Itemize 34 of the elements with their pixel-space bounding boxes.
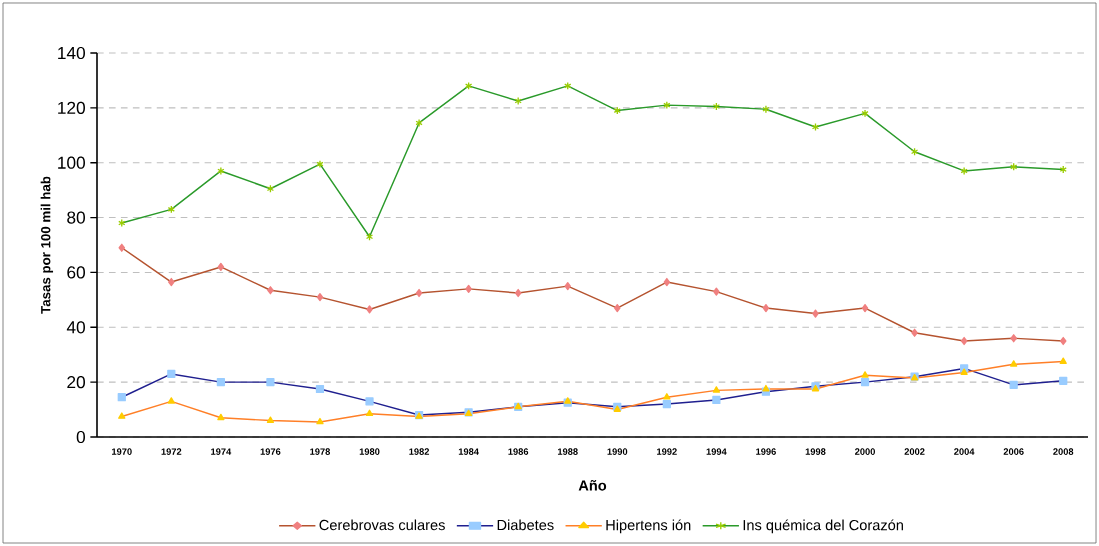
x-tick-label: 1978 [310,448,331,455]
y-axis-title: Tasas por 100 mil hab [40,176,54,314]
y-tick-label: 20 [67,376,85,389]
y-tick-label: 40 [66,321,85,334]
x-tick-label: 1982 [409,448,430,455]
x-tick-label: 1988 [557,448,578,455]
x-tick-label: 1996 [756,448,776,455]
y-tick-label: 140 [58,46,85,60]
x-tick-label: 2006 [1003,448,1024,455]
y-tick-label: 100 [58,156,85,169]
x-tick-label: 2002 [904,448,925,455]
x-tick-label: 1986 [508,448,529,455]
legend-label: Cerebrovas culares [319,519,445,531]
y-tick-label: 0 [76,430,85,444]
legend-label: Hipertens ión [606,519,691,534]
x-tick-label: 1976 [260,448,281,455]
x-tick-label: 1998 [805,448,826,455]
x-axis-title: Año [578,479,607,491]
x-tick-label: 2008 [1053,448,1074,455]
y-tick-label: 60 [67,266,85,279]
x-tick-label: 1980 [359,448,380,455]
x-tick-label: 2004 [954,448,975,455]
x-tick-label: 1992 [657,448,677,455]
y-tick-label: 120 [58,101,85,114]
y-tick-label: 80 [67,211,85,224]
legend-label: Diabetes [497,519,554,531]
x-tick-label: 1970 [112,448,132,455]
x-tick-label: 1974 [211,448,232,455]
x-tick-label: 1984 [458,448,479,455]
x-tick-label: 1990 [607,448,628,455]
legend-label: Ins quémica del Corazón [743,519,903,534]
x-tick-label: 2000 [855,448,875,455]
x-tick-label: 1994 [706,448,727,455]
x-tick-label: 1972 [161,448,182,455]
